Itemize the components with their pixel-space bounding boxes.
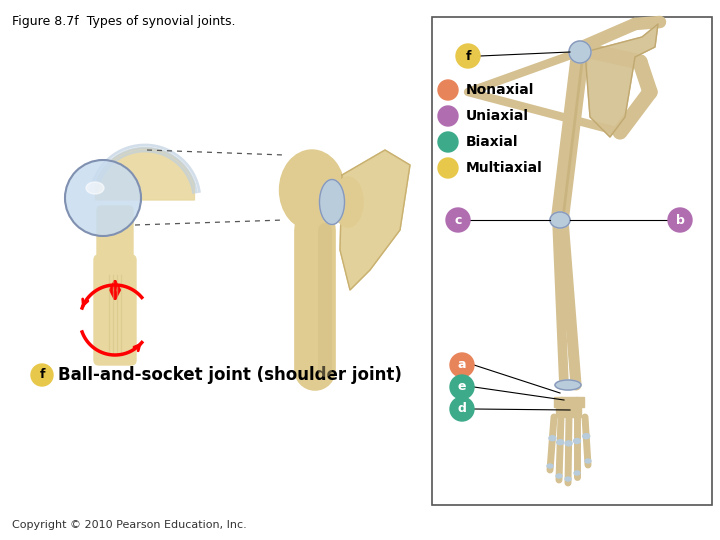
Ellipse shape: [320, 179, 344, 225]
Circle shape: [456, 44, 480, 68]
Text: e: e: [458, 381, 467, 394]
Text: Figure 8.7f  Types of synovial joints.: Figure 8.7f Types of synovial joints.: [12, 15, 235, 28]
Ellipse shape: [565, 477, 571, 481]
Ellipse shape: [549, 436, 556, 441]
FancyBboxPatch shape: [94, 255, 136, 365]
Bar: [573, 407, 581, 417]
Text: a: a: [458, 359, 467, 372]
Circle shape: [668, 208, 692, 232]
Text: Biaxial: Biaxial: [466, 135, 518, 149]
Ellipse shape: [569, 41, 591, 63]
Text: Copyright © 2010 Pearson Education, Inc.: Copyright © 2010 Pearson Education, Inc.: [12, 520, 247, 530]
Text: f: f: [465, 50, 471, 63]
Circle shape: [438, 80, 458, 100]
Text: f: f: [40, 368, 45, 381]
Bar: [554, 397, 562, 407]
Ellipse shape: [574, 471, 580, 475]
Text: Ball-and-socket joint (shoulder joint): Ball-and-socket joint (shoulder joint): [58, 366, 402, 384]
Text: c: c: [454, 213, 462, 226]
Circle shape: [438, 132, 458, 152]
Bar: [432, 17, 712, 505]
Polygon shape: [340, 150, 410, 290]
Ellipse shape: [557, 440, 564, 445]
Ellipse shape: [582, 434, 590, 438]
Bar: [569, 397, 577, 407]
Bar: [565, 407, 573, 417]
Text: Uniaxial: Uniaxial: [466, 109, 529, 123]
Bar: [576, 397, 584, 407]
FancyBboxPatch shape: [97, 206, 133, 334]
Circle shape: [450, 375, 474, 399]
Polygon shape: [96, 148, 194, 200]
Ellipse shape: [547, 464, 553, 468]
Ellipse shape: [585, 459, 591, 463]
Text: b: b: [675, 213, 685, 226]
Ellipse shape: [565, 441, 572, 446]
Text: Nonaxial: Nonaxial: [466, 83, 534, 97]
Ellipse shape: [555, 380, 581, 390]
Text: Multiaxial: Multiaxial: [466, 161, 543, 175]
Circle shape: [450, 397, 474, 421]
Ellipse shape: [333, 177, 363, 227]
Circle shape: [438, 106, 458, 126]
Circle shape: [450, 353, 474, 377]
Bar: [556, 407, 564, 417]
Bar: [561, 397, 569, 407]
Circle shape: [446, 208, 470, 232]
Polygon shape: [585, 24, 658, 137]
Ellipse shape: [556, 474, 562, 478]
Ellipse shape: [279, 150, 344, 230]
Ellipse shape: [86, 182, 104, 194]
Circle shape: [438, 158, 458, 178]
Ellipse shape: [574, 438, 580, 443]
Circle shape: [31, 364, 53, 386]
Circle shape: [65, 160, 141, 236]
Text: d: d: [458, 402, 467, 415]
Ellipse shape: [550, 212, 570, 228]
